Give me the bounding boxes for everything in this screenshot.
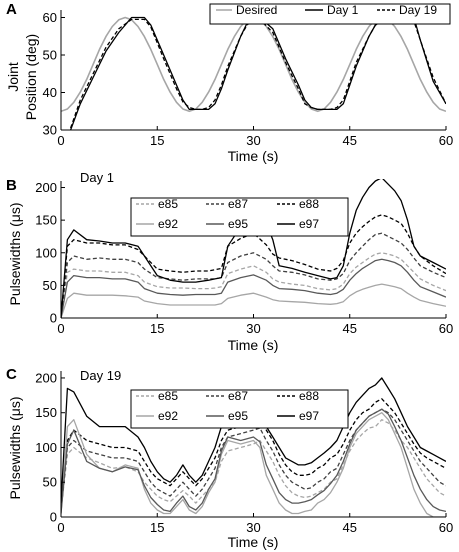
x-tick-label: 30	[246, 520, 260, 535]
series-line-e88	[61, 398, 446, 507]
legend-label: e92	[158, 409, 178, 423]
x-axis-label: Time (s)	[228, 337, 279, 353]
y-tick-label: 150	[35, 405, 57, 420]
legend: e85 e87 e88 e92 e95 e97	[130, 389, 349, 429]
series-line-e92	[61, 283, 446, 318]
series-group	[61, 16, 446, 130]
y-tick-label: 100	[35, 440, 57, 455]
x-tick-label: 0	[57, 321, 64, 336]
x-tick-label: 45	[343, 133, 357, 148]
legend-label: e95	[228, 409, 248, 423]
legend-label: e95	[228, 217, 248, 231]
series-line-e97	[61, 179, 446, 318]
y-axis-label: Pulsewidths (μs)	[7, 203, 23, 306]
y-tick-label: 150	[35, 213, 57, 228]
panel-b: B Day 1 0 15 30 45 60 0 50 100 150 200 Time (s) Pulse…	[6, 170, 453, 353]
panel-letter: C	[6, 366, 17, 383]
panel-annotation: Day 1	[80, 170, 114, 185]
legend: Desired Day 1 Day 19	[209, 3, 451, 25]
panel-annotation: Day 19	[80, 368, 121, 383]
y-axis-label: Pulsewidths (μs)	[7, 397, 23, 500]
legend-label: e97	[299, 409, 319, 423]
legend-label: e88	[299, 389, 319, 403]
series-line-e88	[61, 214, 446, 318]
series-line-e95	[61, 258, 446, 318]
legend-label: Day 1	[327, 3, 359, 17]
y-tick-label: 30	[43, 123, 57, 138]
series-line-e87	[61, 408, 446, 511]
legend-box	[130, 389, 349, 429]
series-line-e95	[61, 408, 446, 514]
y-axis-label: Joint	[5, 62, 21, 92]
legend-box	[209, 3, 451, 25]
y-tick-label: 0	[50, 510, 57, 525]
y-tick-label: 200	[35, 180, 57, 195]
series-line-e85	[61, 252, 446, 318]
series-line-e85	[61, 419, 446, 511]
y-tick-label: 60	[43, 10, 57, 25]
x-tick-label: 45	[343, 321, 357, 336]
y-tick-label: 0	[50, 311, 57, 326]
panel-c: C Day 19 0 15 30 45 60 0 50 100 150 200 Time (s) Puls…	[6, 366, 453, 550]
panel-a: A 0 15 30 45 60 30 40 50 60 Time (s) Joint Position …	[5, 1, 453, 164]
legend-label: e85	[158, 197, 178, 211]
x-tick-label: 60	[439, 321, 453, 336]
panel-letter: A	[6, 1, 17, 18]
y-tick-label: 50	[43, 278, 57, 293]
x-tick-label: 30	[246, 321, 260, 336]
legend-label: e97	[299, 217, 319, 231]
series-line-e92	[61, 412, 446, 517]
legend: e85 e87 e88 e92 e95 e97	[130, 197, 349, 237]
y-tick-label: 100	[35, 245, 57, 260]
x-axis-label: Time (s)	[228, 148, 279, 164]
legend-label: e85	[158, 389, 178, 403]
y-tick-label: 200	[35, 370, 57, 385]
x-tick-label: 60	[439, 520, 453, 535]
legend-label: e87	[228, 389, 248, 403]
y-tick-label: 50	[43, 48, 57, 63]
x-tick-label: 15	[150, 520, 164, 535]
legend-label: e87	[228, 197, 248, 211]
x-tick-label: 45	[343, 520, 357, 535]
x-tick-label: 15	[150, 321, 164, 336]
legend-box	[130, 197, 349, 237]
y-tick-label: 40	[43, 85, 57, 100]
legend-label: e92	[158, 217, 178, 231]
series-line-day-19	[69, 18, 446, 129]
x-tick-label: 60	[439, 133, 453, 148]
x-axis-label: Time (s)	[228, 534, 279, 550]
x-tick-label: 30	[246, 133, 260, 148]
series-line-e97	[61, 377, 446, 504]
legend-label: e88	[299, 197, 319, 211]
series-group	[61, 179, 446, 318]
series-group	[61, 377, 446, 517]
x-tick-label: 0	[57, 133, 64, 148]
x-tick-label: 15	[150, 133, 164, 148]
panel-letter: B	[6, 177, 17, 194]
legend-label: Desired	[236, 3, 277, 17]
x-tick-label: 0	[57, 520, 64, 535]
y-tick-label: 50	[43, 475, 57, 490]
legend-label: Day 19	[399, 3, 437, 17]
y-axis-label: Position (deg)	[23, 34, 39, 120]
series-line-day-1	[69, 16, 446, 130]
